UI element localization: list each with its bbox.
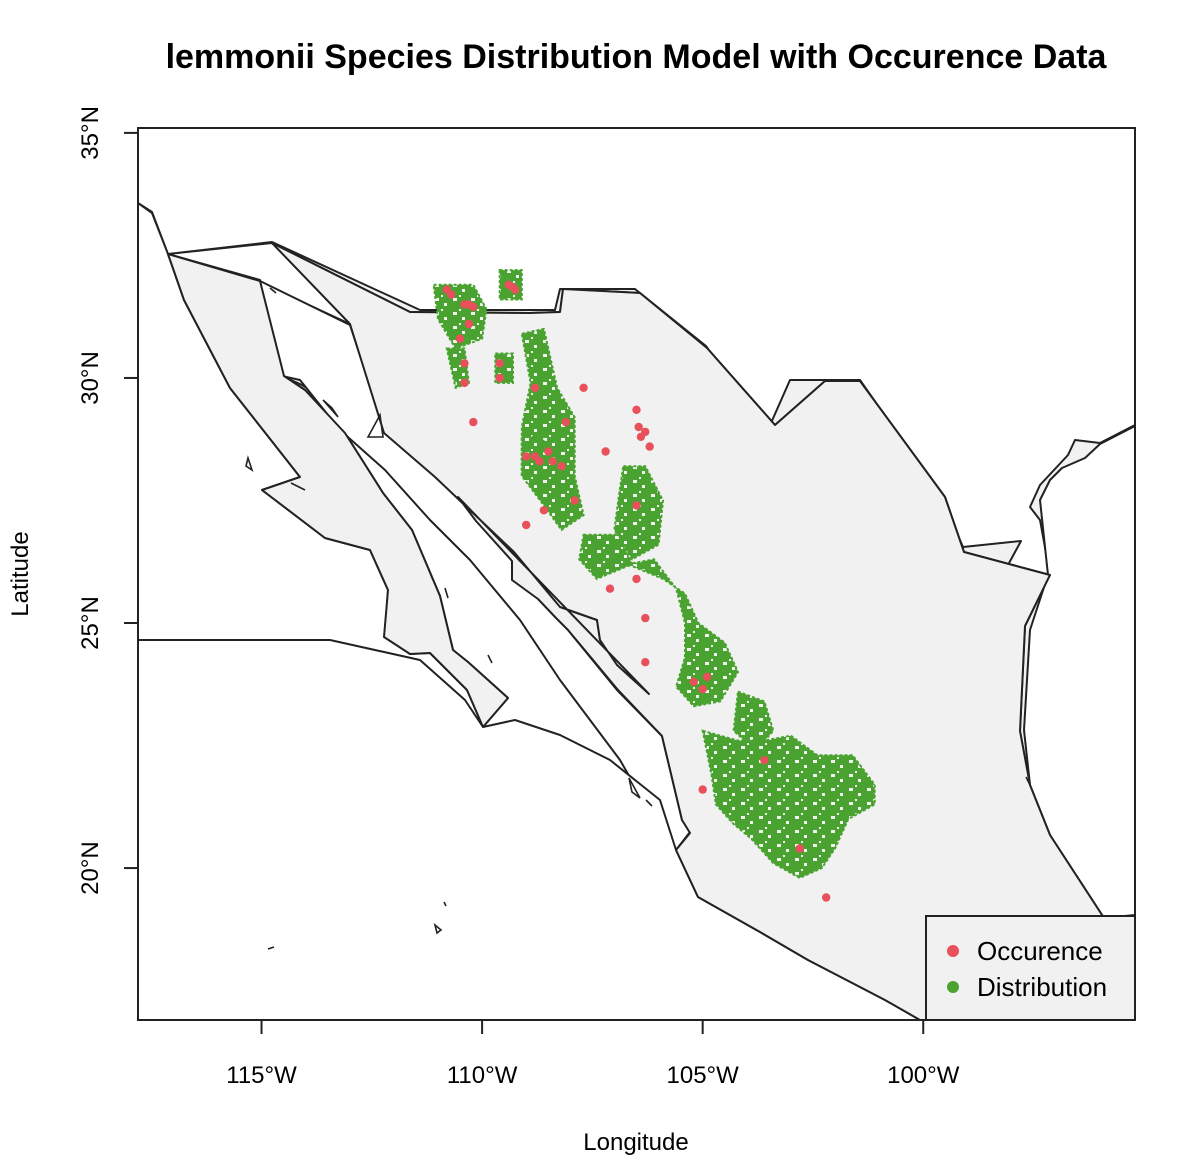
occurrence-point [561, 417, 571, 427]
occurrence-point [530, 383, 540, 392]
island [245, 455, 254, 472]
island [1025, 776, 1031, 786]
occurrence-point [539, 506, 549, 515]
legend-occurrence-label: Occurence [977, 936, 1103, 966]
legend-occurrence-marker [947, 945, 959, 957]
occurrence-point [455, 334, 465, 343]
occurrence-point [548, 457, 557, 466]
legend-distribution-marker [947, 981, 959, 993]
y-tick-label: 30°N [77, 351, 104, 405]
island [433, 922, 443, 935]
y-axis-label: Latitude [7, 531, 34, 616]
distribution-layer [432, 269, 876, 880]
occurrence-point [544, 447, 553, 456]
occurrence-point [795, 844, 804, 853]
occurrence-point [634, 422, 643, 432]
legend-box [925, 915, 1136, 1021]
island [487, 654, 493, 664]
occurrence-point [570, 496, 579, 505]
occurrence-point [495, 359, 504, 368]
x-tick-label: 105°W [667, 1062, 740, 1089]
island [645, 799, 653, 807]
occurrence-point [632, 574, 641, 584]
chart-title: lemmonii Species Distribution Model with… [166, 38, 1108, 76]
island [322, 399, 339, 418]
occurrence-point [579, 383, 588, 392]
occurrence-point [469, 417, 478, 427]
islands [245, 287, 1031, 950]
legend: Occurence Distribution [925, 915, 1136, 1021]
occurrence-point [601, 447, 610, 456]
x-axis-label: Longitude [583, 1129, 688, 1156]
x-tick-label: 100°W [887, 1062, 960, 1089]
occurrence-point [632, 405, 641, 414]
occurrence-point [698, 685, 707, 694]
occurrence-point [760, 756, 769, 765]
y-axis: 20°N 25°N 30°N 35°N [77, 106, 139, 895]
occurrence-point [522, 520, 531, 530]
distribution-region [445, 347, 470, 390]
occurrence-point [689, 677, 698, 686]
baja-cape [167, 253, 509, 728]
occurrence-point [702, 672, 712, 682]
occurrence-point [460, 359, 469, 368]
occurrence-point [605, 584, 615, 593]
island [366, 412, 384, 438]
occurrence-point [557, 462, 566, 471]
distribution-region [613, 465, 665, 561]
island [443, 901, 447, 907]
occurrence-point [511, 285, 520, 294]
occurrence-point [641, 613, 650, 623]
occurrence-point [495, 373, 504, 383]
legend-distribution-label: Distribution [977, 972, 1107, 1002]
occurrence-point [469, 302, 478, 312]
y-tick-label: 35°N [77, 106, 104, 160]
occurrence-point [698, 785, 707, 794]
occurrence-point [464, 319, 474, 329]
y-tick-label: 25°N [77, 596, 104, 650]
island [269, 287, 277, 294]
y-tick-label: 20°N [77, 841, 104, 895]
distribution-region [432, 283, 488, 350]
island [444, 587, 449, 599]
x-axis: 115°W 110°W 105°W 100°W [226, 1019, 960, 1089]
island [428, 569, 434, 581]
occurrence-point [522, 452, 531, 461]
x-tick-label: 110°W [447, 1062, 518, 1089]
occurrence-point [460, 378, 469, 388]
occurrence-point [447, 290, 456, 299]
island [290, 482, 306, 491]
occurrence-point [645, 442, 654, 451]
occurrence-point [535, 457, 544, 466]
occurrence-layer [442, 280, 831, 902]
occurrence-point [632, 501, 641, 510]
island [267, 946, 275, 950]
occurrence-point [822, 893, 831, 902]
occurrence-point [641, 427, 650, 437]
distribution-region [578, 533, 634, 581]
distribution-region [624, 558, 740, 708]
map-area [138, 128, 1135, 1020]
distribution-region [701, 729, 876, 880]
occurrence-point [641, 658, 650, 667]
island [628, 777, 641, 799]
x-tick-label: 115°W [226, 1062, 297, 1089]
